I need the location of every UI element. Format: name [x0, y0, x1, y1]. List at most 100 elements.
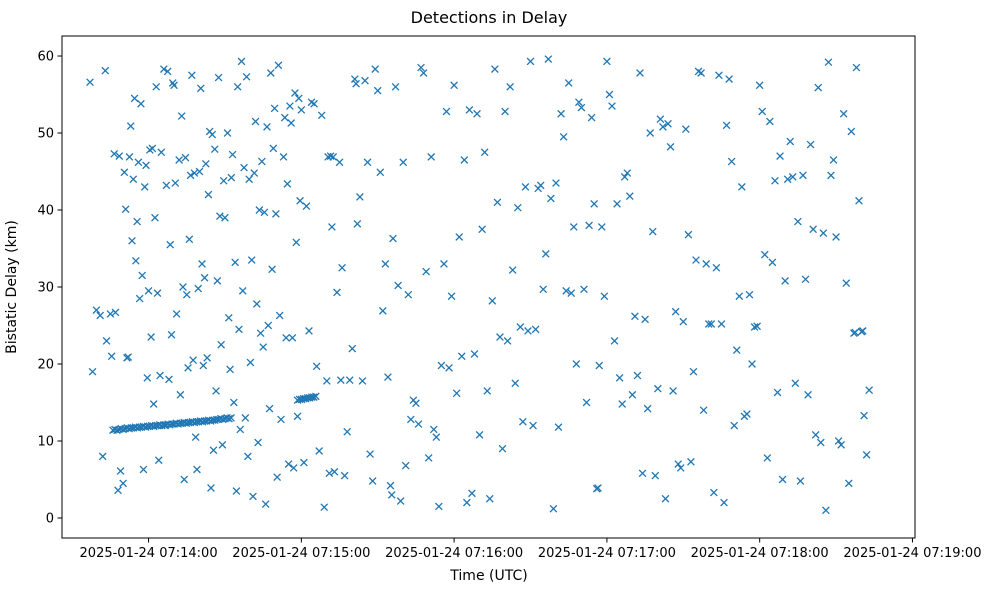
scatter-point — [704, 320, 713, 328]
scatter-point — [417, 63, 425, 72]
scatter-point — [768, 258, 777, 267]
scatter-point — [241, 414, 250, 422]
scatter-point — [162, 181, 171, 190]
scatter-point — [399, 158, 408, 167]
scatter-point — [147, 333, 155, 341]
scatter-point — [496, 333, 504, 341]
scatter-point — [189, 356, 197, 365]
scatter-point — [119, 479, 127, 488]
scatter-point — [674, 460, 683, 468]
scatter-point — [834, 437, 843, 445]
scatter-point — [526, 57, 535, 66]
scatter-point — [170, 81, 178, 90]
scatter-point — [333, 288, 341, 297]
scatter-point — [310, 99, 318, 108]
scatter-point — [457, 352, 466, 361]
scatter-point — [577, 103, 586, 112]
scatter-point — [722, 121, 731, 130]
scatter-point — [702, 260, 711, 268]
scatter-point — [737, 183, 746, 191]
scatter-point — [620, 173, 629, 181]
scatter-point — [137, 99, 145, 108]
scatter-point — [148, 144, 157, 153]
scatter-point — [801, 275, 810, 284]
scatter-point — [179, 283, 187, 291]
scatter-point — [766, 117, 774, 126]
scatter-point — [847, 127, 856, 136]
scatter-point — [266, 69, 275, 77]
scatter-point — [554, 423, 563, 431]
scatter-point — [404, 290, 413, 299]
y-tick-label: 40 — [37, 204, 54, 219]
scatter-point — [226, 365, 234, 374]
scatter-point — [822, 506, 830, 515]
scatter-point — [811, 430, 820, 439]
scatter-point — [279, 153, 288, 161]
scatter-point — [750, 323, 759, 331]
scatter-point — [119, 425, 127, 434]
scatter-point — [246, 358, 255, 367]
scatter-point — [182, 290, 191, 299]
scatter-point — [213, 276, 222, 285]
scatter-point — [163, 67, 172, 76]
scatter-point — [245, 175, 254, 184]
scatter-point — [184, 363, 192, 372]
scatter-point — [636, 69, 644, 77]
scatter-point — [844, 479, 853, 488]
scatter-point — [521, 183, 530, 191]
scatter-point — [664, 119, 672, 128]
scatter-point — [139, 465, 148, 474]
scatter-point — [387, 491, 396, 499]
scatter-point — [529, 421, 537, 430]
y-tick-label: 20 — [37, 357, 54, 372]
scatter-point — [186, 171, 195, 180]
scatter-point — [202, 159, 210, 168]
scatter-point — [154, 456, 163, 465]
scatter-point — [697, 69, 705, 77]
scatter-point — [498, 444, 507, 453]
scatter-point — [666, 143, 675, 151]
scatter-point — [809, 225, 818, 234]
scatter-point — [261, 500, 270, 508]
scatter-point — [684, 230, 693, 239]
scatter-point — [562, 286, 571, 295]
scatter-point — [258, 157, 266, 166]
axis-ticks: 2025-01-24 07:14:00 2025-01-24 07:15:00 20… — [37, 50, 981, 561]
scatter-point — [692, 256, 700, 264]
x-tick-label: 2025-01-24 07:16:00 — [385, 546, 523, 561]
scatter-point — [264, 321, 273, 330]
scatter-point — [338, 263, 346, 272]
scatter-point — [107, 352, 116, 361]
scatter-point — [361, 76, 369, 85]
scatter-point — [730, 421, 739, 430]
scatter-point — [582, 398, 591, 407]
scatter-point — [219, 415, 227, 424]
scatter-point — [121, 205, 130, 214]
x-tick-label: 2025-01-24 07:19:00 — [843, 546, 981, 561]
scatter-point — [623, 169, 632, 177]
scatter-point — [297, 106, 306, 114]
scatter-point — [352, 79, 360, 88]
scatter-point — [771, 176, 779, 185]
chart-title: Detections in Delay — [411, 8, 568, 27]
scatter-point — [712, 263, 721, 272]
scatter-point — [289, 464, 298, 472]
scatter-point — [669, 387, 677, 395]
scatter-point — [102, 337, 111, 345]
scatter-point — [251, 117, 260, 126]
scatter-point — [230, 398, 238, 407]
scatter-point — [516, 323, 525, 331]
scatter-point — [224, 313, 233, 322]
scatter-point — [244, 452, 252, 461]
scatter-point — [656, 115, 665, 124]
scatter-point — [559, 133, 568, 141]
scatter-point — [590, 199, 599, 208]
scatter-point — [345, 376, 354, 385]
scatter-point — [440, 260, 448, 268]
scatter-point — [480, 148, 489, 157]
scatter-point — [171, 179, 180, 187]
scatter-point — [86, 78, 94, 87]
x-tick-label: 2025-01-24 07:17:00 — [538, 546, 676, 561]
scatter-point — [325, 469, 334, 478]
scatter-point — [128, 236, 136, 245]
